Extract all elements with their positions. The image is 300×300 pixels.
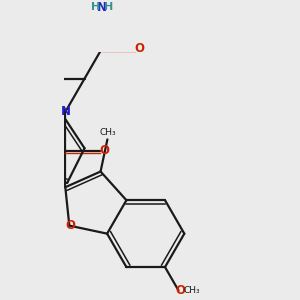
- Text: CH₃: CH₃: [184, 286, 200, 295]
- Text: N: N: [97, 1, 107, 14]
- Text: O: O: [99, 144, 109, 157]
- Text: H: H: [91, 2, 100, 12]
- Text: H: H: [104, 2, 113, 12]
- Text: N: N: [61, 105, 71, 119]
- Text: O: O: [134, 42, 144, 55]
- Text: O: O: [175, 284, 185, 297]
- Text: O: O: [65, 219, 76, 232]
- Text: CH₃: CH₃: [99, 128, 116, 136]
